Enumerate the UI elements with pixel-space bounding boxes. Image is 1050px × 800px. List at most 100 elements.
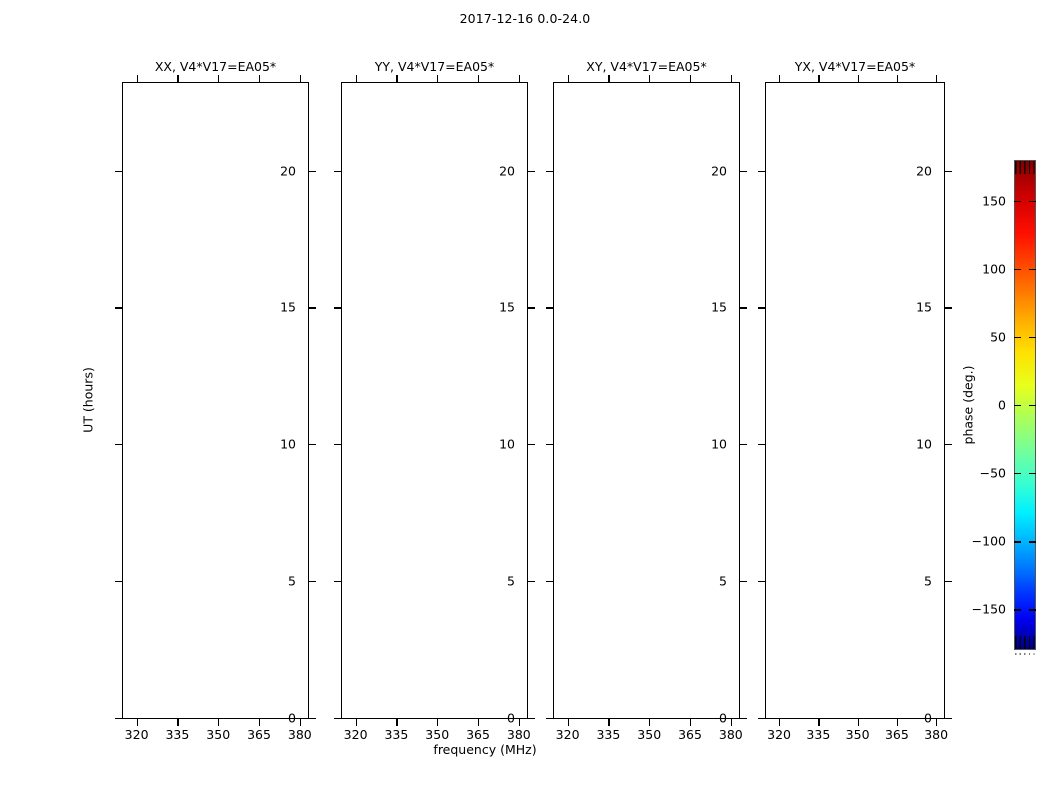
y-tick-0 bbox=[758, 718, 766, 720]
y-tick-10 bbox=[334, 444, 342, 446]
y-tick-right-10 bbox=[739, 444, 747, 446]
x-tick-label-335: 335 bbox=[806, 727, 831, 742]
x-tick-320 bbox=[355, 718, 357, 726]
y-tick-5 bbox=[115, 581, 123, 583]
y-tick-20 bbox=[115, 170, 123, 172]
x-tick-label-350: 350 bbox=[845, 727, 870, 742]
x-tick-label-380: 380 bbox=[287, 727, 312, 742]
x-tick-320 bbox=[567, 718, 569, 726]
y-tick-0 bbox=[546, 718, 554, 720]
colorbar-tick-150 bbox=[1014, 200, 1021, 203]
colorbar-label-neg100: −100 bbox=[971, 533, 1006, 549]
y-tick-label-20: 20 bbox=[499, 163, 515, 179]
y-tick-label-5: 5 bbox=[507, 573, 515, 589]
y-tick-label-10: 10 bbox=[280, 436, 296, 452]
y-tick-right-10 bbox=[944, 444, 952, 446]
x-tick-350 bbox=[649, 718, 651, 726]
x-tick-label-335: 335 bbox=[384, 727, 409, 742]
plot-panel-xx[interactable]: XX, V4*V17=EA05* 0 5 10 15 20 320 335 35… bbox=[115, 59, 316, 742]
colorbar-label-100: 100 bbox=[982, 261, 1006, 277]
y-tick-right-0 bbox=[739, 718, 747, 720]
x-tick-top-350 bbox=[218, 75, 220, 83]
x-tick-label-350: 350 bbox=[206, 727, 231, 742]
plot-panel-yx[interactable]: YX, V4*V17=EA05* 0 5 10 15 20 320 335 35… bbox=[758, 59, 952, 742]
x-tick-380 bbox=[518, 718, 521, 726]
x-tick-335 bbox=[396, 718, 398, 726]
y-tick-label-5: 5 bbox=[719, 573, 727, 589]
y-tick-label-5: 5 bbox=[288, 573, 296, 589]
x-tick-365 bbox=[690, 718, 692, 726]
figure-suptitle: 2017-12-16 0.0-24.0 bbox=[459, 11, 591, 26]
y-tick-0 bbox=[334, 718, 342, 720]
colorbar-tick-100 bbox=[1014, 268, 1021, 271]
colorbar-tick-in-100 bbox=[1029, 268, 1036, 271]
colorbar-tick-50 bbox=[1014, 336, 1021, 339]
x-tick-top-335 bbox=[396, 75, 398, 83]
y-tick-label-0: 0 bbox=[288, 710, 296, 726]
y-tick-10 bbox=[546, 444, 554, 446]
y-tick-label-0: 0 bbox=[924, 710, 932, 726]
colorbar-tick-neg50 bbox=[1014, 473, 1021, 475]
y-tick-0 bbox=[115, 718, 123, 720]
x-tick-label-380: 380 bbox=[924, 727, 949, 742]
x-tick-top-350 bbox=[649, 75, 651, 83]
x-tick-top-335 bbox=[177, 75, 179, 83]
y-tick-right-0 bbox=[527, 718, 535, 720]
x-tick-335 bbox=[818, 718, 820, 726]
x-tick-380 bbox=[730, 718, 733, 726]
y-tick-label-5: 5 bbox=[924, 573, 932, 589]
x-tick-label-320: 320 bbox=[343, 727, 368, 742]
y-tick-label-20: 20 bbox=[711, 163, 727, 179]
plot-panel-yy[interactable]: YY, V4*V17=EA05* 0 5 10 15 20 320 335 35… bbox=[334, 59, 535, 742]
x-tick-top-320 bbox=[136, 75, 138, 83]
y-tick-20 bbox=[334, 170, 342, 172]
x-tick-label-380: 380 bbox=[506, 727, 531, 742]
x-tick-top-320 bbox=[779, 75, 781, 83]
colorbar-extend-high-hatch bbox=[1015, 161, 1035, 174]
y-tick-10 bbox=[758, 444, 766, 446]
colorbar[interactable]: 150 100 50 0 −50 −100 −150 bbox=[972, 160, 1036, 650]
colorbar-label-neg50: −50 bbox=[979, 465, 1006, 481]
x-tick-350 bbox=[437, 718, 439, 726]
y-tick-right-0 bbox=[308, 718, 316, 720]
y-tick-right-15 bbox=[308, 307, 316, 309]
x-tick-365 bbox=[896, 718, 899, 726]
y-tick-right-15 bbox=[944, 307, 952, 309]
x-tick-label-365: 365 bbox=[678, 727, 702, 742]
colorbar-tick-neg100 bbox=[1014, 541, 1021, 543]
x-tick-350 bbox=[218, 718, 220, 726]
y-tick-right-20 bbox=[527, 170, 535, 172]
y-tick-15 bbox=[546, 307, 554, 309]
colorbar-tick-in-neg50 bbox=[1029, 473, 1036, 475]
x-tick-top-350 bbox=[857, 75, 859, 83]
colorbar-label-neg150: −150 bbox=[971, 601, 1006, 617]
x-tick-top-335 bbox=[818, 75, 820, 83]
y-tick-15 bbox=[758, 307, 766, 309]
x-tick-label-335: 335 bbox=[596, 727, 621, 742]
x-tick-label-320: 320 bbox=[124, 727, 149, 742]
x-tick-label-365: 365 bbox=[247, 727, 271, 742]
y-tick-label-10: 10 bbox=[499, 436, 515, 452]
plot-panel-xy[interactable]: XY, V4*V17=EA05* 0 5 10 15 20 320 335 35… bbox=[546, 59, 747, 742]
x-tick-top-335 bbox=[608, 75, 610, 83]
x-tick-label-365: 365 bbox=[466, 727, 490, 742]
colorbar-tick-neg150 bbox=[1014, 609, 1021, 611]
panel-title-yy: YY, V4*V17=EA05* bbox=[374, 59, 495, 74]
x-tick-label-380: 380 bbox=[718, 727, 743, 742]
x-tick-380 bbox=[299, 718, 302, 726]
y-tick-label-0: 0 bbox=[507, 710, 515, 726]
y-tick-right-5 bbox=[944, 581, 952, 583]
x-tick-top-380 bbox=[299, 75, 302, 83]
y-tick-right-15 bbox=[739, 307, 747, 309]
y-tick-label-15: 15 bbox=[280, 299, 296, 315]
x-tick-335 bbox=[608, 718, 610, 726]
y-tick-label-15: 15 bbox=[499, 299, 515, 315]
y-tick-label-10: 10 bbox=[916, 436, 932, 452]
y-tick-right-0 bbox=[944, 718, 952, 720]
x-tick-label-350: 350 bbox=[637, 727, 662, 742]
panel-title-xx: XX, V4*V17=EA05* bbox=[154, 59, 277, 74]
x-tick-380 bbox=[936, 718, 938, 726]
y-tick-right-10 bbox=[527, 444, 535, 446]
panel-title-yx: YX, V4*V17=EA05* bbox=[794, 59, 916, 74]
